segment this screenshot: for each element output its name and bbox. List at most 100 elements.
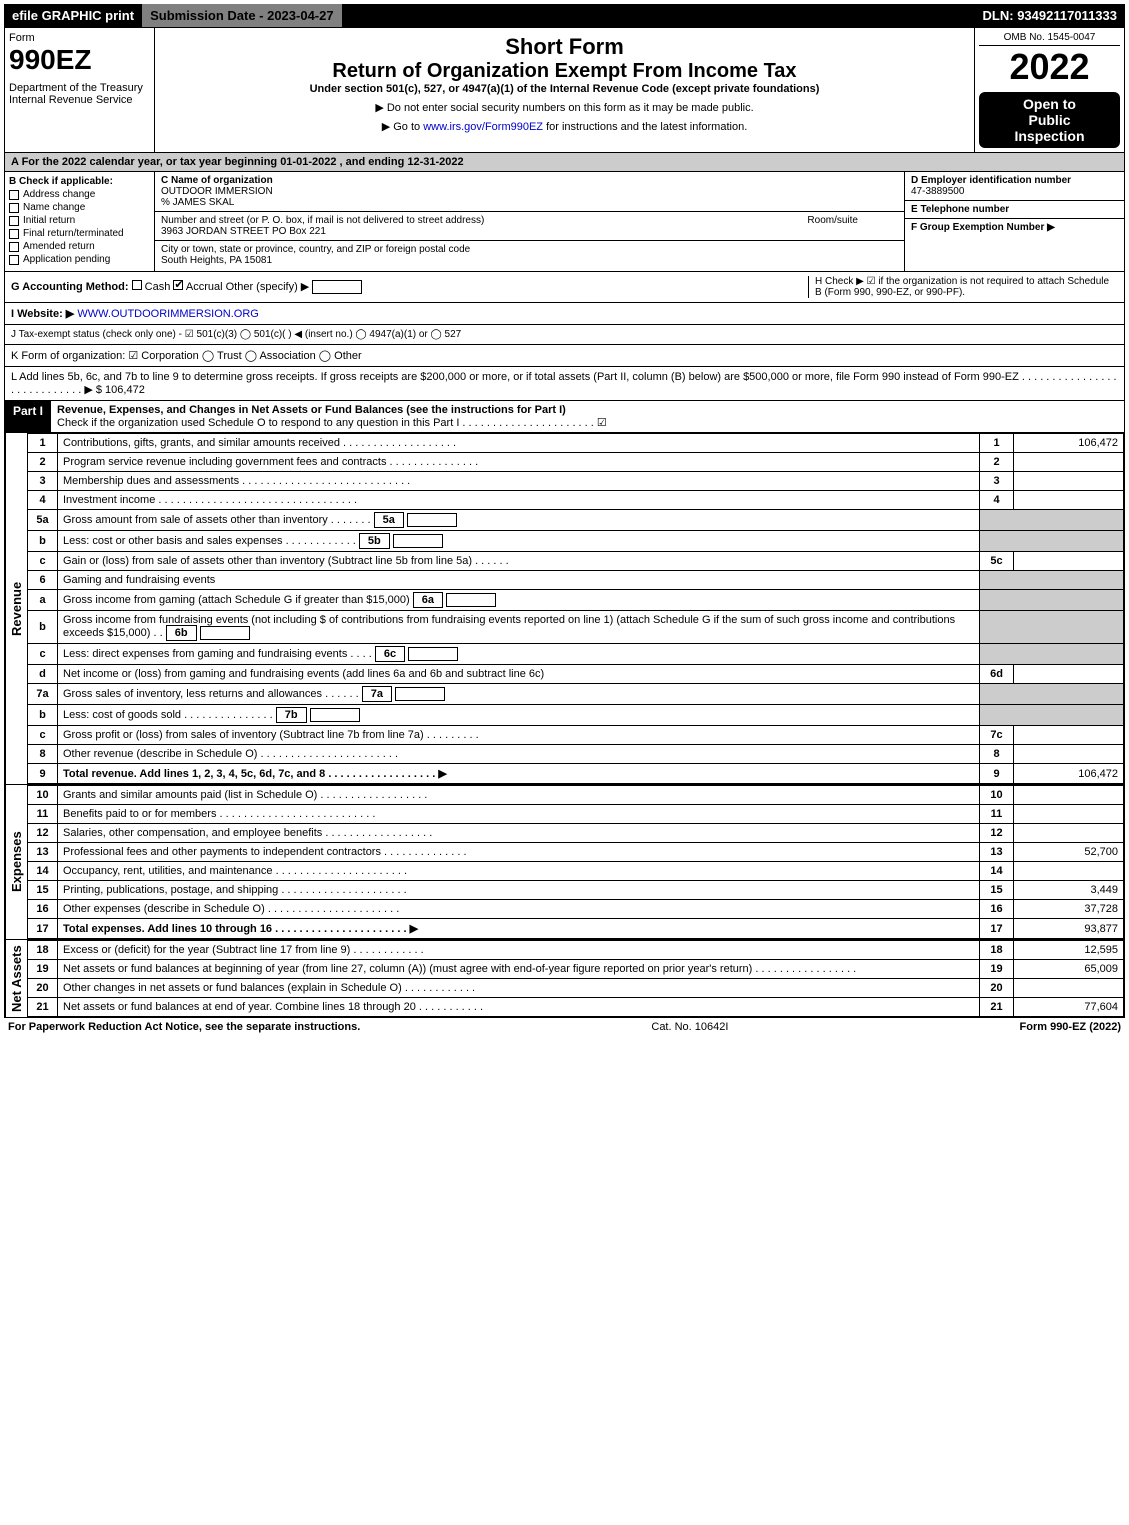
input-6a[interactable] (446, 593, 496, 607)
line-18: 18Excess or (deficit) for the year (Subt… (28, 941, 1124, 960)
dln: DLN: 93492117011333 (975, 4, 1125, 27)
line-6b: bGross income from fundraising events (n… (28, 611, 1124, 644)
expenses-table: 10Grants and similar amounts paid (list … (27, 785, 1124, 939)
line-19: 19Net assets or fund balances at beginni… (28, 960, 1124, 979)
line-11: 11Benefits paid to or for members . . . … (28, 805, 1124, 824)
h-text: H Check ▶ ☑ if the organization is not r… (808, 276, 1118, 298)
cb-cash[interactable] (132, 280, 142, 290)
city-value: South Heights, PA 15081 (161, 255, 272, 266)
line-7a: 7aGross sales of inventory, less returns… (28, 684, 1124, 705)
ein: 47-3889500 (911, 186, 964, 197)
input-5a[interactable] (407, 513, 457, 527)
expenses-vlabel: Expenses (5, 785, 27, 939)
input-6c[interactable] (408, 647, 458, 661)
line-3: 3Membership dues and assessments . . . .… (28, 472, 1124, 491)
irs: Internal Revenue Service (9, 94, 150, 106)
website-link[interactable]: WWW.OUTDOORIMMERSION.ORG (77, 308, 258, 320)
open1: Open to (983, 96, 1116, 112)
line-16: 16Other expenses (describe in Schedule O… (28, 900, 1124, 919)
form-header: Form 990EZ Department of the Treasury In… (4, 27, 1125, 153)
row-j: J Tax-exempt status (check only one) - ☑… (4, 325, 1125, 345)
top-bar: efile GRAPHIC print Submission Date - 20… (4, 4, 1125, 27)
netassets-section: Net Assets 18Excess or (deficit) for the… (4, 940, 1125, 1018)
line-6d: dNet income or (loss) from gaming and fu… (28, 665, 1124, 684)
line-6c: cLess: direct expenses from gaming and f… (28, 644, 1124, 665)
block-bcd: B Check if applicable: Address change Na… (4, 172, 1125, 272)
dept: Department of the Treasury (9, 82, 150, 94)
note-goto: ▶ Go to www.irs.gov/Form990EZ for instru… (161, 120, 968, 133)
c-label: C Name of organization (161, 175, 273, 186)
line-20: 20Other changes in net assets or fund ba… (28, 979, 1124, 998)
title-short-form: Short Form (161, 34, 968, 60)
line-7b: bLess: cost of goods sold . . . . . . . … (28, 705, 1124, 726)
addr-label: Number and street (or P. O. box, if mail… (161, 215, 484, 226)
cb-address-change[interactable]: Address change (9, 189, 150, 200)
i-label: I Website: ▶ (11, 308, 74, 320)
row-l: L Add lines 5b, 6c, and 7b to line 9 to … (4, 367, 1125, 401)
line-7c: cGross profit or (loss) from sales of in… (28, 726, 1124, 745)
row-gh: G Accounting Method: Cash Accrual Other … (4, 272, 1125, 303)
d-label: D Employer identification number (911, 175, 1071, 186)
form-number: 990EZ (9, 44, 150, 76)
row-k: K Form of organization: ☑ Corporation ◯ … (4, 345, 1125, 367)
subtitle: Under section 501(c), 527, or 4947(a)(1)… (161, 83, 968, 95)
title-return: Return of Organization Exempt From Incom… (161, 60, 968, 83)
input-5b[interactable] (393, 534, 443, 548)
other-specify-input[interactable] (312, 280, 362, 294)
line-2: 2Program service revenue including gover… (28, 453, 1124, 472)
footer-right: Form 990-EZ (2022) (1020, 1021, 1121, 1033)
submission-date: Submission Date - 2023-04-27 (142, 4, 342, 27)
care-of: % JAMES SKAL (161, 197, 234, 208)
line-15: 15Printing, publications, postage, and s… (28, 881, 1124, 900)
line-9: 9Total revenue. Add lines 1, 2, 3, 4, 5c… (28, 764, 1124, 784)
col-c: C Name of organization OUTDOOR IMMERSION… (155, 172, 904, 271)
input-7a[interactable] (395, 687, 445, 701)
cb-initial-return[interactable]: Initial return (9, 215, 150, 226)
street-address: 3963 JORDAN STREET PO Box 221 (161, 226, 326, 237)
cb-amended-return[interactable]: Amended return (9, 241, 150, 252)
f-label: F Group Exemption Number ▶ (911, 222, 1055, 233)
input-7b[interactable] (310, 708, 360, 722)
form-header-right: OMB No. 1545-0047 2022 Open to Public In… (974, 28, 1124, 152)
expenses-section: Expenses 10Grants and similar amounts pa… (4, 785, 1125, 940)
line-6: 6Gaming and fundraising events (28, 571, 1124, 590)
city-label: City or town, state or province, country… (161, 244, 470, 255)
revenue-vlabel: Revenue (5, 433, 27, 784)
line-14: 14Occupancy, rent, utilities, and mainte… (28, 862, 1124, 881)
g-other: Other (specify) ▶ (226, 281, 310, 293)
line-21: 21Net assets or fund balances at end of … (28, 998, 1124, 1017)
cb-name-change[interactable]: Name change (9, 202, 150, 213)
cb-final-return[interactable]: Final return/terminated (9, 228, 150, 239)
line-8: 8Other revenue (describe in Schedule O) … (28, 745, 1124, 764)
open3: Inspection (983, 128, 1116, 144)
b-label: B Check if applicable: (9, 176, 150, 187)
g-label: G Accounting Method: (11, 281, 129, 293)
org-name: OUTDOOR IMMERSION (161, 186, 273, 197)
col-b: B Check if applicable: Address change Na… (5, 172, 155, 271)
line-4: 4Investment income . . . . . . . . . . .… (28, 491, 1124, 510)
cb-accrual[interactable] (173, 280, 183, 290)
revenue-section: Revenue 1Contributions, gifts, grants, a… (4, 433, 1125, 785)
tax-year: 2022 (979, 46, 1120, 88)
input-6b[interactable] (200, 626, 250, 640)
line-17: 17Total expenses. Add lines 10 through 1… (28, 919, 1124, 939)
note-ssn: ▶ Do not enter social security numbers o… (161, 101, 968, 114)
line-10: 10Grants and similar amounts paid (list … (28, 786, 1124, 805)
footer-mid: Cat. No. 10642I (651, 1021, 728, 1033)
col-d: D Employer identification number 47-3889… (904, 172, 1124, 271)
open-to-public: Open to Public Inspection (979, 92, 1120, 148)
line-12: 12Salaries, other compensation, and empl… (28, 824, 1124, 843)
footer-left: For Paperwork Reduction Act Notice, see … (8, 1021, 360, 1033)
part1-label: Part I (5, 401, 51, 432)
l-amount: 106,472 (105, 384, 145, 396)
row-i: I Website: ▶ WWW.OUTDOORIMMERSION.ORG (4, 303, 1125, 325)
netassets-vlabel: Net Assets (5, 940, 27, 1017)
form-header-center: Short Form Return of Organization Exempt… (155, 28, 974, 152)
irs-link[interactable]: www.irs.gov/Form990EZ (423, 121, 543, 133)
efile-label[interactable]: efile GRAPHIC print (4, 4, 142, 27)
form-word: Form (9, 32, 150, 44)
open2: Public (983, 112, 1116, 128)
l-text: L Add lines 5b, 6c, and 7b to line 9 to … (11, 371, 1117, 396)
cb-application-pending[interactable]: Application pending (9, 254, 150, 265)
revenue-table: 1Contributions, gifts, grants, and simil… (27, 433, 1124, 784)
